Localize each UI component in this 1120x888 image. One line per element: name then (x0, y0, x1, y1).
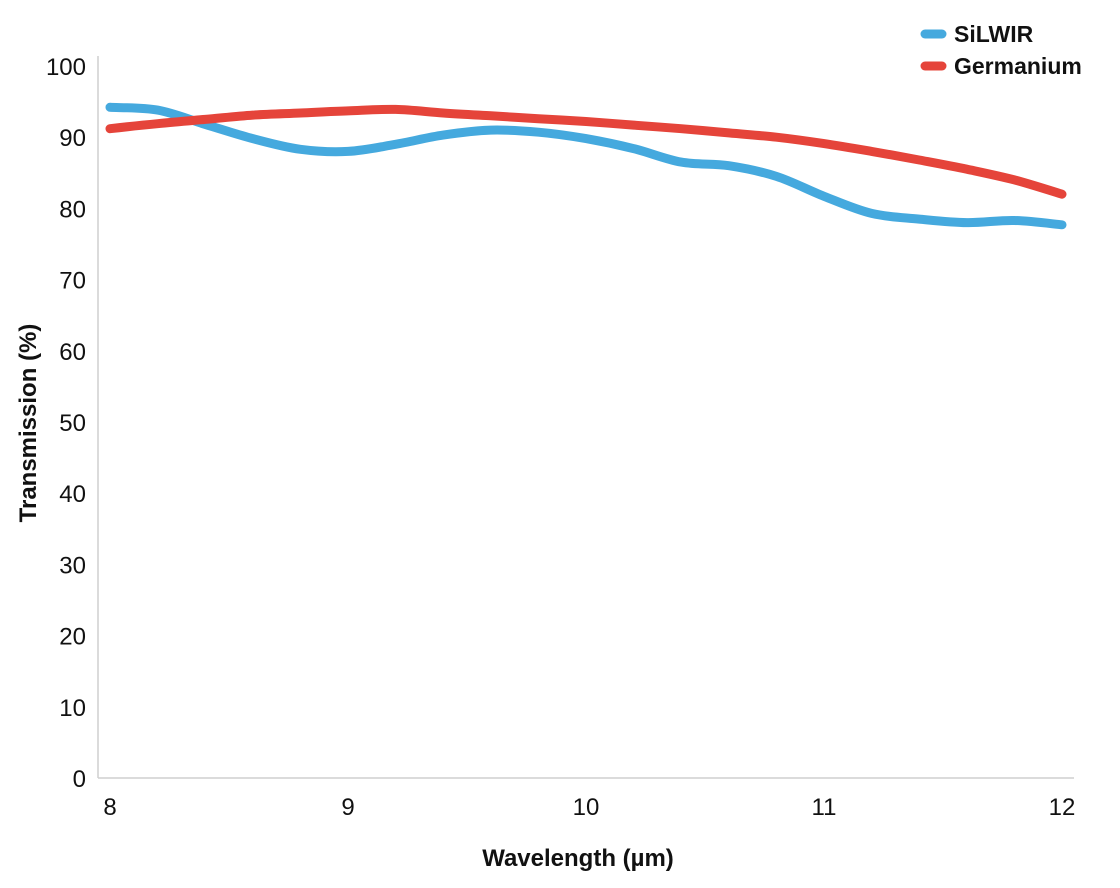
y-tick-label: 0 (73, 766, 86, 793)
x-tick-label: 9 (341, 794, 354, 821)
y-tick-label: 50 (59, 410, 86, 437)
y-tick-label: 70 (59, 268, 86, 295)
x-tick-label: 8 (103, 794, 116, 821)
y-tick-label: 80 (59, 196, 86, 223)
x-tick-label: 10 (573, 794, 600, 821)
y-tick-label: 60 (59, 339, 86, 366)
y-tick-label: 30 (59, 552, 86, 579)
y-tick-label: 10 (59, 695, 86, 722)
series-line-germanium (105, 104, 1067, 199)
x-tick-labels: 8 9 10 11 12 (103, 794, 1075, 821)
y-tick-label: 90 (59, 125, 86, 152)
y-tick-label: 100 (46, 54, 86, 81)
legend-label-silwir: SiLWIR (954, 21, 1034, 47)
legend-label-germanium: Germanium (954, 53, 1082, 79)
axes (97, 56, 1074, 779)
y-tick-labels: 0 10 20 30 40 50 60 70 80 90 100 (46, 54, 86, 793)
series-line-silwir (105, 102, 1067, 230)
x-axis-title: Wavelength (µm) (482, 845, 674, 872)
series-lines (105, 102, 1067, 230)
y-tick-label: 40 (59, 481, 86, 508)
y-tick-label: 20 (59, 624, 86, 651)
x-tick-label: 12 (1049, 794, 1076, 821)
legend: SiLWIR Germanium (920, 21, 1082, 79)
y-axis-title: Transmission (%) (15, 324, 42, 523)
x-tick-label: 11 (812, 794, 837, 821)
